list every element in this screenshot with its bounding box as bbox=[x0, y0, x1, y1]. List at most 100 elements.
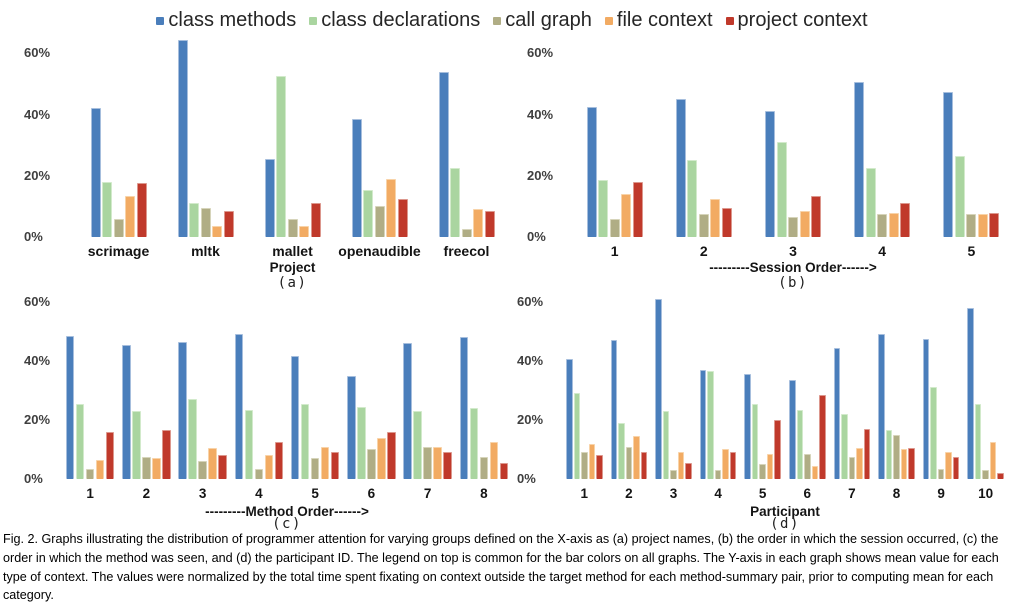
bar-call-graph bbox=[788, 217, 798, 237]
legend-swatch-icon bbox=[156, 16, 165, 25]
x-tick-label: 3 bbox=[789, 243, 797, 259]
bar-class-methods bbox=[789, 380, 796, 479]
bar-file-context bbox=[299, 226, 309, 237]
bar-project-context bbox=[218, 455, 227, 479]
bar-group bbox=[65, 293, 115, 479]
bar-file-context bbox=[212, 226, 222, 237]
bar-group bbox=[459, 293, 509, 479]
x-tick-label: mltk bbox=[191, 243, 220, 259]
bar-group bbox=[833, 293, 871, 479]
bar-project-context bbox=[863, 428, 871, 479]
bar-project-context bbox=[105, 431, 115, 479]
x-axis-title: Participant bbox=[750, 504, 820, 519]
bar-file-context bbox=[386, 178, 396, 237]
y-tick-label: 0% bbox=[527, 229, 546, 244]
subfigure-label: (b) bbox=[778, 275, 808, 291]
x-tick-label: 2 bbox=[142, 486, 151, 501]
bar-class-methods bbox=[65, 335, 75, 479]
bar-project-context bbox=[136, 183, 147, 237]
bar-class-methods bbox=[178, 341, 187, 479]
chart-panel-d: 0% 20% 40% 60% 1 2 3 4 5 6 7 8 9 10 Participant (d) bbox=[512, 280, 1024, 535]
y-tick-label: 20% bbox=[517, 411, 544, 427]
bar-group bbox=[967, 293, 1004, 479]
x-tick-label: 1 bbox=[580, 486, 589, 501]
bar-file-context bbox=[722, 449, 729, 479]
x-tick-label: scrimage bbox=[87, 243, 150, 259]
bar-class-declarations bbox=[300, 403, 310, 479]
bar-call-graph bbox=[625, 446, 633, 479]
bar-project-context bbox=[729, 452, 737, 479]
subfigure-label: (a) bbox=[277, 275, 308, 291]
bar-project-context bbox=[900, 203, 911, 237]
bar-class-methods bbox=[234, 334, 244, 479]
y-tick-label: 0% bbox=[517, 471, 536, 486]
bar-class-declarations bbox=[189, 203, 199, 237]
bar-class-declarations bbox=[687, 160, 698, 237]
bar-class-methods bbox=[744, 374, 751, 479]
bar-group bbox=[234, 293, 284, 479]
bar-file-context bbox=[945, 452, 952, 479]
x-tick-label: 2 bbox=[625, 486, 633, 501]
x-tick-label: 9 bbox=[937, 486, 945, 501]
x-tick-label: 5 bbox=[758, 486, 767, 501]
bar-project-context bbox=[274, 442, 284, 479]
x-tick-label: 4 bbox=[878, 243, 887, 259]
legend-swatch-icon bbox=[725, 16, 734, 25]
bar-class-declarations bbox=[132, 411, 141, 479]
x-tick-label: freecol bbox=[443, 243, 490, 259]
y-tick-label: 40% bbox=[24, 352, 51, 368]
bar-class-declarations bbox=[776, 142, 787, 237]
y-tick-label: 60% bbox=[517, 293, 544, 309]
bar-group bbox=[122, 293, 171, 479]
legend-label: class methods bbox=[168, 9, 297, 31]
bar-class-declarations bbox=[573, 393, 581, 479]
bar-class-declarations bbox=[796, 409, 804, 479]
bar-class-methods bbox=[347, 375, 356, 479]
bar-file-context bbox=[320, 446, 330, 479]
x-tick-label: 4 bbox=[714, 486, 722, 501]
bar-group bbox=[438, 38, 495, 237]
x-tick-label: 3 bbox=[669, 486, 678, 501]
subfigure-label: (d) bbox=[770, 516, 800, 532]
legend-label: project context bbox=[737, 9, 868, 31]
bar-file-context bbox=[633, 436, 640, 479]
x-tick-label: 5 bbox=[311, 486, 319, 501]
bar-class-methods bbox=[459, 337, 469, 479]
bar-file-context bbox=[152, 458, 161, 479]
chart-legend: class methods class declarations call grap… bbox=[0, 9, 1024, 32]
bar-class-methods bbox=[833, 347, 841, 479]
y-tick-label: 60% bbox=[24, 45, 51, 61]
bar-class-declarations bbox=[102, 181, 112, 237]
bar-class-declarations bbox=[598, 180, 609, 237]
bar-class-declarations bbox=[930, 387, 937, 479]
y-tick-label: 40% bbox=[24, 106, 51, 122]
bar-call-graph bbox=[804, 453, 811, 479]
bar-call-graph bbox=[581, 452, 588, 479]
bar-class-methods bbox=[610, 340, 618, 479]
bar-group bbox=[854, 38, 911, 237]
bar-project-context bbox=[685, 462, 692, 479]
bar-group bbox=[675, 38, 732, 237]
bar-file-context bbox=[377, 437, 386, 479]
bar-project-context bbox=[632, 181, 643, 237]
bar-class-declarations bbox=[954, 155, 965, 237]
x-tick-label: 6 bbox=[803, 486, 812, 501]
figure-caption: Fig. 2. Graphs illustrating the distribu… bbox=[3, 532, 999, 603]
bar-group bbox=[178, 293, 227, 479]
bar-file-context bbox=[208, 448, 217, 479]
bar-group bbox=[610, 293, 648, 479]
x-tick-label: 4 bbox=[255, 486, 263, 501]
legend-swatch-icon bbox=[604, 16, 613, 25]
bar-class-declarations bbox=[244, 409, 254, 479]
bar-project-context bbox=[908, 448, 915, 479]
y-tick-label: 0% bbox=[24, 229, 43, 244]
y-tick-label: 60% bbox=[527, 45, 554, 61]
bar-call-graph bbox=[479, 456, 489, 479]
bar-class-declarations bbox=[865, 168, 876, 237]
legend-item-class-declarations: class declarations bbox=[309, 9, 480, 32]
bar-class-methods bbox=[655, 298, 662, 479]
bar-project-context bbox=[721, 207, 732, 237]
bar-call-graph bbox=[698, 214, 709, 237]
bar-class-declarations bbox=[276, 76, 286, 237]
